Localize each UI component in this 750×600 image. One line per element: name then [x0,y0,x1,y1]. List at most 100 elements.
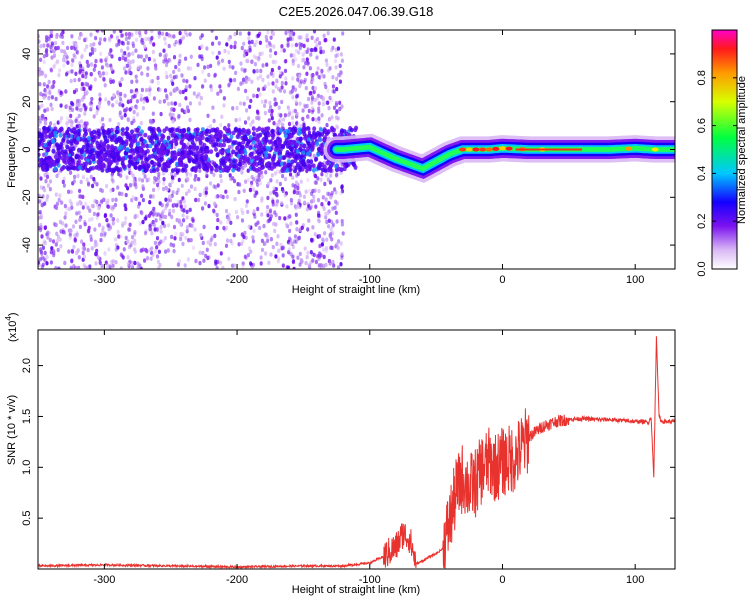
spectrogram-noise-cell [75,49,79,54]
spectrogram-noise-cell [305,207,309,212]
spectrogram-noise-cell [107,223,111,228]
spectrogram-noise-cell [226,238,230,243]
spectrogram-noise-cell [70,248,74,254]
snr-scale-close: ) [7,312,19,316]
spectrogram-noise-cell [336,72,341,78]
spectrogram-noise-cell [324,84,328,90]
spectrogram-noise-cell [274,187,278,192]
spectrogram-band-cell [192,158,196,164]
spectrogram-band-cell [248,145,253,150]
spectrogram-band-cell [337,166,342,172]
spectrogram-noise-cell [162,181,166,186]
spectrogram-noise-cell [246,177,251,183]
spectrogram-noise-cell [115,99,119,105]
spectrogram-band-cell [96,128,101,134]
spectrogram-noise-cell [241,77,246,82]
spectrogram-band-cell [349,127,354,133]
spectrogram-noise-cell [40,264,45,269]
spectrogram-noise-cell [49,260,54,265]
spectrogram-noise-cell [237,189,241,195]
spectrogram-noise-cell [51,239,56,244]
spectrogram-noise-cell [295,121,299,126]
spectrogram-noise-cell [146,72,150,78]
spectrogram-band-cell [77,165,82,171]
spectrogram-noise-cell [300,58,305,63]
spectrogram-band-cell [170,152,175,158]
spectrogram-band-cell [122,164,127,170]
spectrogram-noise-cell [172,75,176,80]
spectrogram-noise-cell [301,108,305,113]
spectrogram-noise-cell [273,210,277,215]
spectrogram-band-cell [298,165,303,171]
spectrogram-band-cell [288,167,293,173]
spectrogram-noise-cell [304,85,308,91]
spectrogram-noise-cell [321,237,325,242]
spectrogram-band-cell [130,129,134,135]
spectrogram-band-cell [53,126,58,132]
spectrogram-band-cell [216,131,220,137]
spectrogram-noise-cell [106,198,110,203]
spectrogram-noise-cell [92,114,96,119]
spectrogram-noise-cell [135,79,139,84]
spectrogram-noise-cell [335,172,339,177]
spectrogram-noise-cell [160,211,164,216]
spectrogram-noise-cell [186,257,190,262]
spectrogram-noise-cell [77,124,82,129]
spectrogram-noise-cell [219,251,223,256]
spectrogram-noise-cell [311,78,315,83]
spectrogram-noise-cell [266,234,270,239]
spectrogram-band-cell [177,161,182,166]
spectrogram-noise-cell [84,36,88,42]
spectrogram-noise-cell [170,106,174,112]
spectrogram-noise-cell [158,87,162,93]
spectrogram-noise-cell [227,37,231,42]
snr-y-tick-label: 1.5 [21,409,33,424]
spectrogram-noise-cell [250,39,254,44]
spectrogram-band-cell [314,156,319,162]
spectrogram-noise-cell [185,229,189,234]
spectrogram-noise-cell [320,73,325,78]
spectrogram-noise-cell [241,261,245,266]
spectrogram-noise-cell [70,100,74,106]
spectrogram-noise-cell [174,231,178,236]
spectrogram-band-cell [143,139,148,145]
spectrogram-band-cell [143,132,148,138]
spectrogram-noise-cell [330,190,334,196]
spectrogram-noise-cell [280,200,284,206]
spectrogram-band-cell [133,156,138,162]
spectrogram-noise-cell [98,41,102,46]
spectrogram-band-cell [72,165,77,171]
spectrogram-band-cell [64,160,69,166]
spectrogram-band-cell [310,140,315,146]
spectrogram-noise-cell [287,108,291,113]
spectrogram-noise-cell [258,225,262,231]
spectrogram-noise-cell [173,101,177,107]
spectrogram-noise-cell [87,182,91,187]
spectrogram-noise-cell [253,61,257,67]
spectrogram-noise-cell [97,222,102,228]
spectrogram-noise-cell [312,30,317,34]
spectrogram-y-tick-label: -20 [21,189,33,205]
spectrogram-band-cell [82,133,87,138]
spectrogram-noise-cell [158,52,162,57]
spectrogram-noise-cell [102,233,106,238]
spectrogram-noise-cell [105,218,109,223]
spectrogram-noise-cell [310,100,314,105]
spectrogram-band-cell [166,161,171,167]
spectrogram-noise-cell [231,65,235,70]
spectrogram-noise-cell [159,225,163,230]
spectrogram-noise-cell [43,88,47,93]
spectrogram-noise-cell [326,191,330,196]
spectrogram-noise-cell [153,210,157,216]
spectrogram-noise-cell [163,223,167,229]
spectrogram-noise-cell [181,213,185,218]
spectrogram-band-cell [174,141,179,147]
spectrogram-noise-cell [263,232,267,237]
spectrogram-band-cell [309,159,314,165]
spectrogram-noise-cell [52,48,56,54]
spectrogram-noise-cell [241,264,245,269]
spectrogram-noise-cell [193,227,197,232]
snr-series-group [38,336,675,569]
spectrogram-noise-cell [228,173,232,178]
spectrogram-noise-cell [292,190,296,195]
